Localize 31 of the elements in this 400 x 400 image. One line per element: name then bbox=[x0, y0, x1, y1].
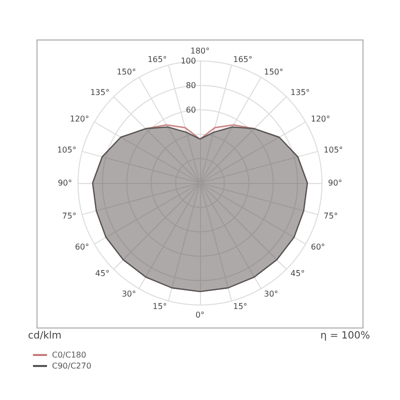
y-tick-label: 80 bbox=[186, 80, 196, 90]
spoke-label: 45° bbox=[95, 269, 110, 278]
spoke-label: 120° bbox=[70, 114, 90, 124]
spoke-label: 105° bbox=[324, 145, 343, 154]
spoke-label: 180° bbox=[190, 46, 210, 56]
spoke-label: 60° bbox=[74, 242, 90, 252]
spoke-label: 135° bbox=[290, 88, 310, 97]
spoke-label: 135° bbox=[90, 88, 110, 97]
spoke-label: 60° bbox=[310, 242, 326, 252]
spoke-label: 45° bbox=[290, 269, 305, 278]
spoke-label: 30° bbox=[122, 289, 136, 298]
spoke-label: 165° bbox=[148, 54, 167, 64]
spoke-label: 165° bbox=[233, 54, 252, 64]
spoke-label: 15° bbox=[152, 302, 167, 312]
spoke-label: 90° bbox=[58, 178, 72, 188]
y-tick-label: 100 bbox=[180, 56, 196, 66]
spoke-label: 150° bbox=[264, 68, 284, 77]
spoke-label: 0° bbox=[195, 310, 205, 320]
y-tick-label: 60 bbox=[186, 105, 196, 114]
text: η = 100% bbox=[320, 330, 370, 342]
legend-label: C0/C180 bbox=[52, 350, 86, 360]
legend-label: C90/C270 bbox=[52, 362, 92, 370]
spoke-label: 150° bbox=[116, 68, 136, 77]
spoke-label: 90° bbox=[328, 178, 342, 188]
spoke-label: 75° bbox=[62, 212, 76, 221]
spoke-label: 15° bbox=[233, 302, 248, 312]
spoke-label: 120° bbox=[310, 114, 330, 124]
text: cd/klm bbox=[28, 330, 62, 342]
spoke-label: 105° bbox=[57, 145, 76, 154]
spoke-label: 75° bbox=[324, 212, 338, 221]
spoke-label: 30° bbox=[264, 289, 278, 298]
